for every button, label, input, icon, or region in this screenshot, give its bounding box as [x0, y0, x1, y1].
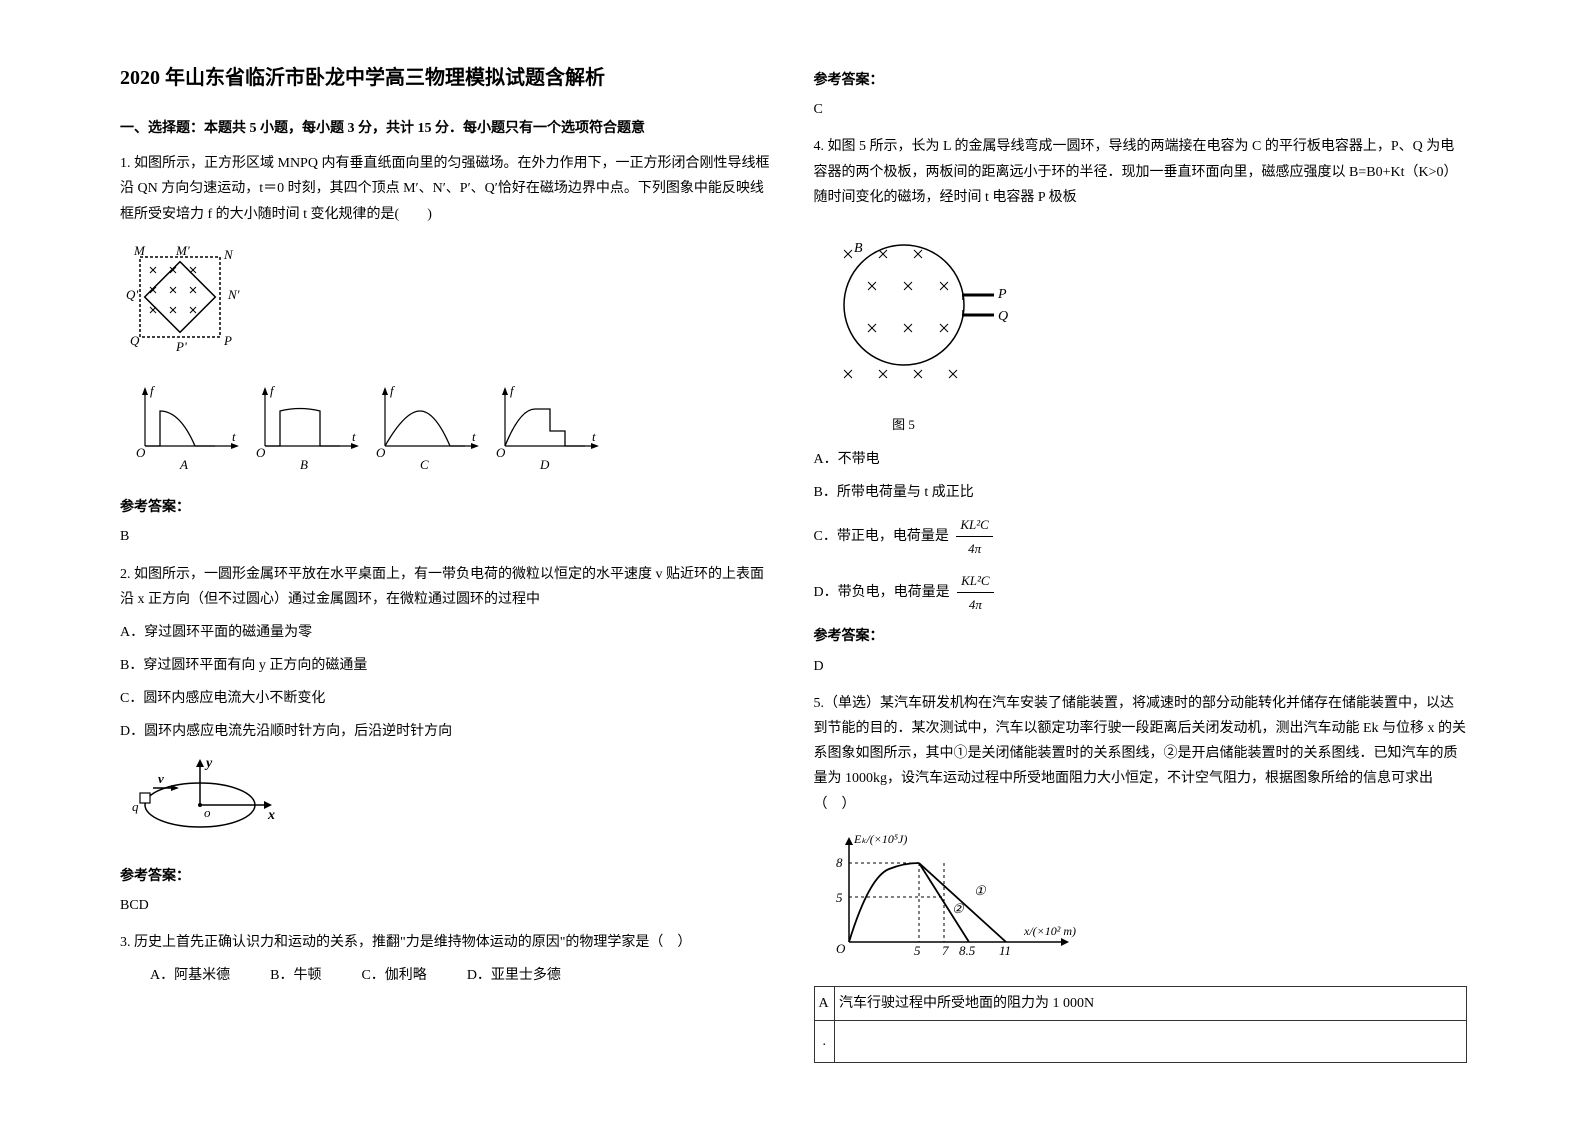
q4-caption: 图 5	[814, 413, 994, 436]
q5-chart: Eₖ/(×10⁵J) x/(×10² m) O 8 5 5 7 8.5 11	[814, 827, 1468, 976]
q1-text: 1. 如图所示，正方形区域 MNPQ 内有垂直纸面向里的匀强磁场。在外力作用下，…	[120, 151, 774, 227]
q1-answer: B	[120, 524, 774, 549]
q5-option-a-label: A	[814, 986, 835, 1020]
q3-option-b: B．牛顿	[270, 963, 321, 988]
q1-diagram-square: M M' N N' P P' Q Q'	[120, 237, 774, 366]
q3-option-a: A．阿基米德	[150, 963, 230, 988]
svg-text:x/(×10² m): x/(×10² m)	[1023, 924, 1076, 938]
q1-diagram-graphs: f t O A f t O B	[120, 376, 774, 485]
q2-option-a: A．穿过圆环平面的磁通量为零	[120, 620, 774, 645]
q2-option-d: D．圆环内感应电流先沿顺时针方向，后沿逆时针方向	[120, 719, 774, 744]
svg-text:D: D	[539, 457, 550, 472]
svg-text:P: P	[997, 287, 1007, 302]
q2-option-c: C．圆环内感应电流大小不断变化	[120, 686, 774, 711]
svg-text:f: f	[510, 383, 516, 398]
q4-option-c: C．带正电，电荷量是 KL²C4π	[814, 513, 1468, 561]
svg-text:P': P'	[175, 339, 187, 354]
svg-text:O: O	[256, 445, 266, 460]
svg-text:t: t	[472, 429, 476, 444]
q5-text: 5.（单选）某汽车研发机构在汽车安装了储能装置，将减速时的部分动能转化并储存在储…	[814, 691, 1468, 817]
svg-text:M: M	[133, 243, 146, 258]
svg-text:Q: Q	[998, 309, 1008, 324]
svg-text:O: O	[496, 445, 506, 460]
svg-text:O: O	[376, 445, 386, 460]
svg-text:B: B	[300, 457, 308, 472]
q3-answer-label: 参考答案：	[814, 68, 1468, 93]
svg-text:P: P	[223, 333, 232, 348]
q3-answer: C	[814, 97, 1468, 122]
svg-text:B: B	[854, 241, 863, 256]
svg-text:M': M'	[175, 243, 190, 258]
svg-text:v: v	[158, 771, 164, 786]
svg-text:q: q	[132, 799, 139, 814]
svg-text:5: 5	[836, 890, 843, 905]
q4-option-a: A．不带电	[814, 447, 1468, 472]
svg-text:A: A	[179, 457, 188, 472]
q2-text: 2. 如图所示，一圆形金属环平放在水平桌面上，有一带负电荷的微粒以恒定的水平速度…	[120, 562, 774, 612]
q3-text: 3. 历史上首先正确认识力和运动的关系，推翻"力是维持物体运动的原因"的物理学家…	[120, 930, 774, 955]
q4-option-d: D．带负电，电荷量是 KL²C4π	[814, 569, 1468, 617]
svg-text:O: O	[836, 941, 846, 956]
q4-answer-label: 参考答案：	[814, 624, 1468, 649]
q4-diagram: P Q B	[814, 220, 1468, 437]
section-heading: 一、选择题：本题共 5 小题，每小题 3 分，共计 15 分．每小题只有一个选项…	[120, 116, 774, 141]
question-4: 4. 如图 5 所示，长为 L 的金属导线弯成一圆环，导线的两端接在电容为 C …	[814, 134, 1468, 678]
q3-option-c: C．伽利略	[361, 963, 426, 988]
svg-text:5: 5	[914, 943, 921, 958]
svg-text:o: o	[204, 805, 211, 820]
svg-text:f: f	[390, 383, 396, 398]
q2-option-b: B．穿过圆环平面有向 y 正方向的磁通量	[120, 653, 774, 678]
svg-text:N: N	[223, 247, 234, 262]
svg-text:7: 7	[942, 943, 949, 958]
q2-answer-label: 参考答案：	[120, 864, 774, 889]
q4-answer: D	[814, 654, 1468, 679]
q1-answer-label: 参考答案：	[120, 495, 774, 520]
question-1: 1. 如图所示，正方形区域 MNPQ 内有垂直纸面向里的匀强磁场。在外力作用下，…	[120, 151, 774, 549]
q2-diagram: y x o q v	[120, 755, 774, 854]
svg-text:C: C	[420, 457, 429, 472]
svg-text:Eₖ/(×10⁵J): Eₖ/(×10⁵J)	[853, 832, 907, 846]
page-title: 2020 年山东省临沂市卧龙中学高三物理模拟试题含解析	[120, 60, 774, 96]
q3-option-d: D．亚里士多德	[467, 963, 561, 988]
svg-text:f: f	[270, 383, 276, 398]
svg-text:O: O	[136, 445, 146, 460]
svg-text:②: ②	[952, 901, 965, 916]
svg-text:8.5: 8.5	[959, 943, 976, 958]
svg-text:Q: Q	[130, 333, 140, 348]
q4-option-b: B．所带电荷量与 t 成正比	[814, 480, 1468, 505]
q2-answer: BCD	[120, 893, 774, 918]
q4-text: 4. 如图 5 所示，长为 L 的金属导线弯成一圆环，导线的两端接在电容为 C …	[814, 134, 1468, 210]
q5-option-a-text: 汽车行驶过程中所受地面的阻力为 1 000N	[835, 986, 1467, 1020]
question-3: 3. 历史上首先正确认识力和运动的关系，推翻"力是维持物体运动的原因"的物理学家…	[120, 930, 774, 988]
svg-text:Q': Q'	[126, 287, 138, 302]
question-5: 5.（单选）某汽车研发机构在汽车安装了储能装置，将减速时的部分动能转化并储存在储…	[814, 691, 1468, 1064]
question-2: 2. 如图所示，一圆形金属环平放在水平桌面上，有一带负电荷的微粒以恒定的水平速度…	[120, 562, 774, 919]
svg-text:N': N'	[227, 287, 240, 302]
svg-text:①: ①	[974, 883, 987, 898]
svg-text:t: t	[592, 429, 596, 444]
svg-text:y: y	[204, 756, 213, 771]
svg-text:t: t	[232, 429, 236, 444]
svg-text:f: f	[150, 383, 156, 398]
svg-text:11: 11	[999, 943, 1011, 958]
svg-text:8: 8	[836, 855, 843, 870]
svg-text:x: x	[267, 808, 275, 823]
svg-text:t: t	[352, 429, 356, 444]
